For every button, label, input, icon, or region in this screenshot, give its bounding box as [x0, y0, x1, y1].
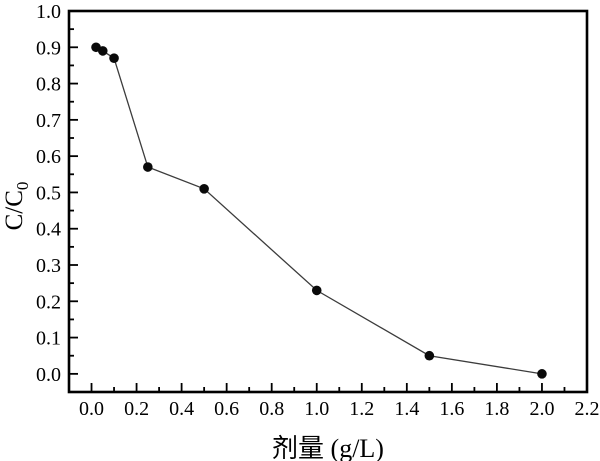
y-tick-label: 0.8 — [36, 74, 61, 96]
y-tick-label: 0.0 — [36, 364, 61, 386]
y-tick-label: 0.6 — [36, 146, 61, 168]
y-axis-title-text: C/C — [1, 190, 28, 231]
x-axis-title-text: 剂量 (g/L) — [272, 434, 384, 461]
x-tick-label: 0.8 — [259, 398, 284, 420]
data-point — [199, 184, 209, 194]
data-point — [109, 53, 119, 63]
x-tick-label: 2.2 — [575, 398, 600, 420]
x-axis-title: 剂量 (g/L) — [69, 428, 587, 461]
x-tick-label: 1.8 — [484, 398, 509, 420]
plot-frame — [67, 9, 589, 394]
x-tick-label: 0.6 — [214, 398, 239, 420]
data-line — [95, 46, 543, 375]
data-point — [143, 162, 153, 172]
y-tick-label: 0.3 — [36, 255, 61, 277]
x-tick-label: 0.2 — [124, 398, 149, 420]
y-tick-label: 0.4 — [36, 219, 61, 241]
y-axis-title: C/C0 — [1, 181, 32, 231]
y-tick-label: 0.7 — [36, 110, 61, 132]
y-tick-label: 0.1 — [36, 328, 61, 350]
x-tick-label: 1.2 — [349, 398, 374, 420]
x-tick-label: 1.0 — [304, 398, 329, 420]
x-tick-label: 2.0 — [529, 398, 554, 420]
y-tick-label: 0.2 — [36, 291, 61, 313]
y-tick-label: 0.9 — [36, 37, 61, 59]
y-tick-label: 0.5 — [36, 182, 61, 204]
x-tick-label: 1.6 — [439, 398, 464, 420]
x-tick-label: 0.4 — [169, 398, 194, 420]
data-point — [424, 350, 435, 361]
x-tick-label: 0.0 — [79, 398, 104, 420]
x-tick-label: 1.4 — [394, 398, 419, 420]
data-point — [311, 285, 322, 296]
data-point — [97, 46, 108, 56]
y-tick-label: 1.0 — [36, 1, 61, 23]
y-axis-title-subscript: 0 — [13, 181, 32, 191]
data-point — [537, 369, 547, 379]
